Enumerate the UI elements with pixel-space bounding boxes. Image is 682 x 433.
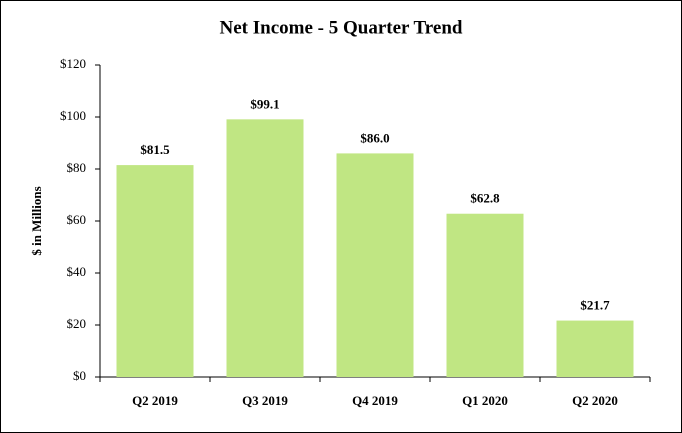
value-label: $21.7 [580,298,610,313]
bar [446,213,524,377]
value-label: $86.0 [360,130,389,145]
bar [556,320,634,377]
value-label: $81.5 [140,142,170,157]
y-tick-label: $120 [60,56,86,71]
x-tick-label: Q1 2020 [462,393,508,408]
x-tick-label: Q2 2019 [132,393,178,408]
y-tick-label: $60 [67,212,87,227]
bar [336,153,414,377]
bar [116,165,194,377]
y-tick-label: $100 [60,108,86,123]
x-tick-label: Q2 2020 [572,393,618,408]
chart-title: Net Income - 5 Quarter Trend [220,17,463,38]
bar [226,119,304,377]
y-tick-label: $20 [67,316,87,331]
value-label: $99.1 [250,96,279,111]
y-tick-label: $40 [67,264,87,279]
y-tick-label: $80 [67,160,87,175]
value-label: $62.8 [470,191,500,206]
x-tick-label: Q4 2019 [352,393,398,408]
x-tick-label: Q3 2019 [242,393,288,408]
y-axis-label: $ in Millions [29,186,44,255]
y-tick-label: $0 [73,368,86,383]
